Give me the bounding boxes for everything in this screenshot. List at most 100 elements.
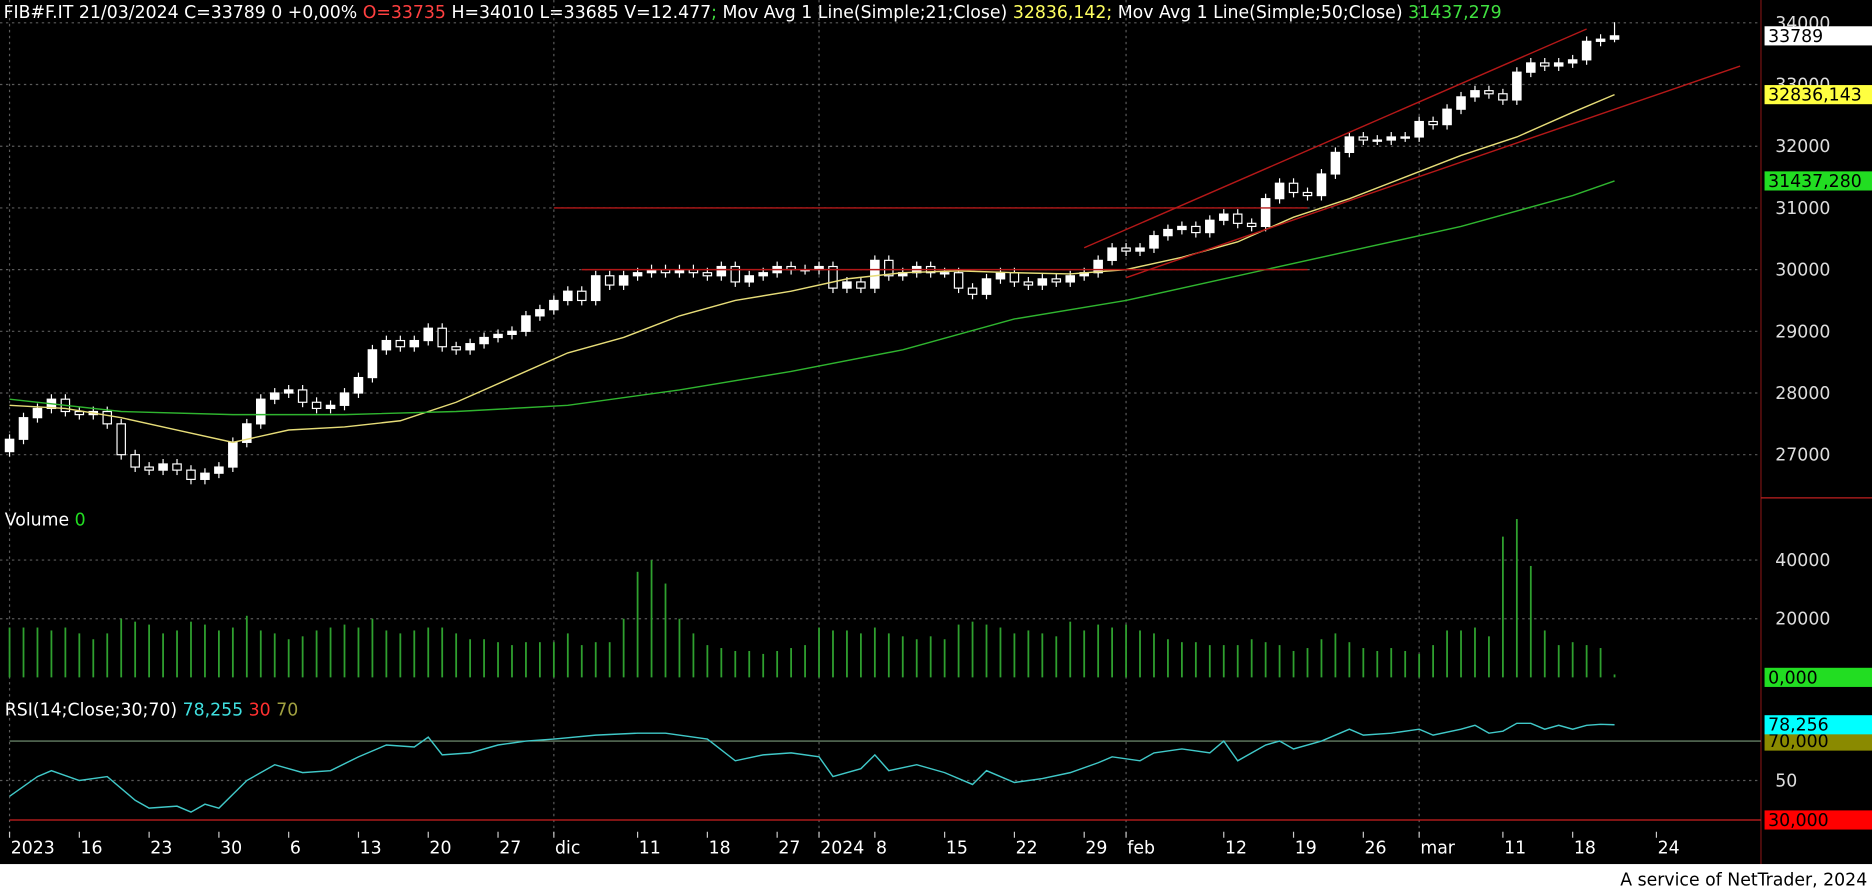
volume-bar	[1264, 642, 1267, 678]
candle-body	[311, 401, 322, 410]
volume-bar	[1069, 621, 1072, 678]
volume-bar	[692, 633, 695, 678]
candle-body	[632, 272, 643, 277]
volume-bar	[566, 633, 569, 678]
volume-bar	[50, 630, 53, 678]
candle-body	[1149, 235, 1159, 249]
volume-bar	[1292, 650, 1295, 678]
value-box-label: 78,256	[1768, 716, 1829, 736]
candle-body	[1372, 139, 1383, 142]
volume-bar	[818, 627, 820, 678]
x-tick-label: 18	[1574, 838, 1596, 858]
candle-body	[604, 275, 615, 286]
volume-bar	[1418, 653, 1421, 678]
volume-bar	[706, 645, 709, 678]
volume-bar	[1613, 674, 1616, 678]
volume-bar	[1348, 642, 1351, 678]
volume-bar	[915, 639, 918, 678]
candle-body	[939, 272, 950, 275]
volume-bar	[859, 633, 862, 678]
volume-bar	[259, 630, 262, 678]
volume-bar	[1278, 645, 1281, 678]
candle-body	[200, 472, 210, 480]
volume-bar	[427, 627, 430, 678]
volume-bar	[1208, 645, 1211, 678]
candle-body	[521, 315, 531, 332]
candle-body	[1553, 62, 1564, 67]
header: FIB#F.IT 21/03/2024 C=33789 0 +0,00% O=3…	[4, 3, 1502, 23]
candle-body	[1567, 59, 1578, 64]
volume-bar	[650, 560, 653, 678]
volume-bar	[511, 645, 513, 678]
candle-body	[1274, 182, 1285, 200]
volume-bar	[204, 624, 206, 678]
candle-body	[437, 327, 447, 348]
candle-body	[1344, 136, 1355, 153]
candle-body	[214, 466, 224, 474]
x-tick-label: 12	[1225, 838, 1247, 858]
candle-body	[576, 290, 587, 302]
x-tick-label: 19	[1295, 838, 1317, 858]
volume-bar	[245, 615, 248, 678]
volume-bar	[483, 639, 485, 678]
volume-bar	[636, 571, 639, 678]
candle-body	[283, 389, 294, 394]
volume-bar	[1585, 645, 1588, 678]
volume-bar	[720, 648, 723, 678]
volume-bar	[1404, 650, 1407, 678]
candle-body	[1051, 278, 1062, 283]
volume-bar	[901, 636, 904, 678]
y-tick-label: 28000	[1775, 384, 1830, 404]
candle-body	[1121, 247, 1131, 252]
volume-bar	[748, 650, 751, 678]
volume-bar	[1139, 630, 1141, 678]
value-box	[1764, 731, 1872, 751]
candle-body	[1330, 151, 1341, 175]
volume-bar	[985, 624, 988, 678]
volume-bar	[790, 648, 793, 678]
volume-bar	[999, 627, 1002, 678]
trend-line	[1083, 28, 1587, 249]
candle-body	[1386, 136, 1397, 141]
volume-bar	[441, 627, 444, 678]
volume-bar	[329, 627, 332, 678]
value-box-label: 0,000	[1768, 668, 1818, 688]
x-tick-label: mar	[1420, 838, 1455, 858]
volume-bar	[343, 624, 346, 678]
panel-label: Volume 0	[5, 510, 86, 530]
y-tick-label: 32000	[1775, 137, 1830, 157]
x-tick-label: dic	[555, 838, 580, 858]
candle-body	[493, 333, 503, 339]
volume-bar	[162, 633, 164, 678]
candle-body	[32, 407, 43, 419]
y-tick-label: 31000	[1775, 199, 1830, 219]
volume-bar	[315, 630, 318, 678]
value-box-label: 33789	[1768, 27, 1823, 47]
candle-body	[1177, 225, 1187, 231]
volume-bar	[1432, 645, 1435, 678]
candle-body	[1191, 225, 1201, 234]
panel-label-part: 70	[271, 701, 299, 721]
volume-bar	[538, 642, 541, 678]
volume-bar	[762, 653, 765, 678]
candle-body	[1288, 182, 1299, 194]
candle-body	[339, 392, 350, 406]
volume-bar	[1446, 630, 1448, 678]
volume-bar	[190, 621, 192, 678]
volume-bar	[1125, 624, 1127, 678]
candle-body	[479, 336, 489, 345]
candle-body	[995, 272, 1006, 280]
candle-body	[325, 404, 336, 410]
x-tick-label: 16	[81, 838, 103, 858]
x-tick-label: 15	[946, 838, 968, 858]
candle-body	[228, 441, 238, 468]
volume-bar	[804, 645, 806, 678]
x-tick-label: 11	[639, 838, 661, 858]
candle-body	[618, 275, 629, 286]
footer-band	[0, 864, 1872, 888]
volume-bar	[1599, 648, 1602, 678]
header-part: FIB#F.IT 21/03/2024 C=33789 0 +0,00%	[4, 3, 363, 23]
volume-bar	[1083, 630, 1086, 678]
candle-body	[186, 469, 196, 480]
candle-body	[18, 417, 29, 440]
